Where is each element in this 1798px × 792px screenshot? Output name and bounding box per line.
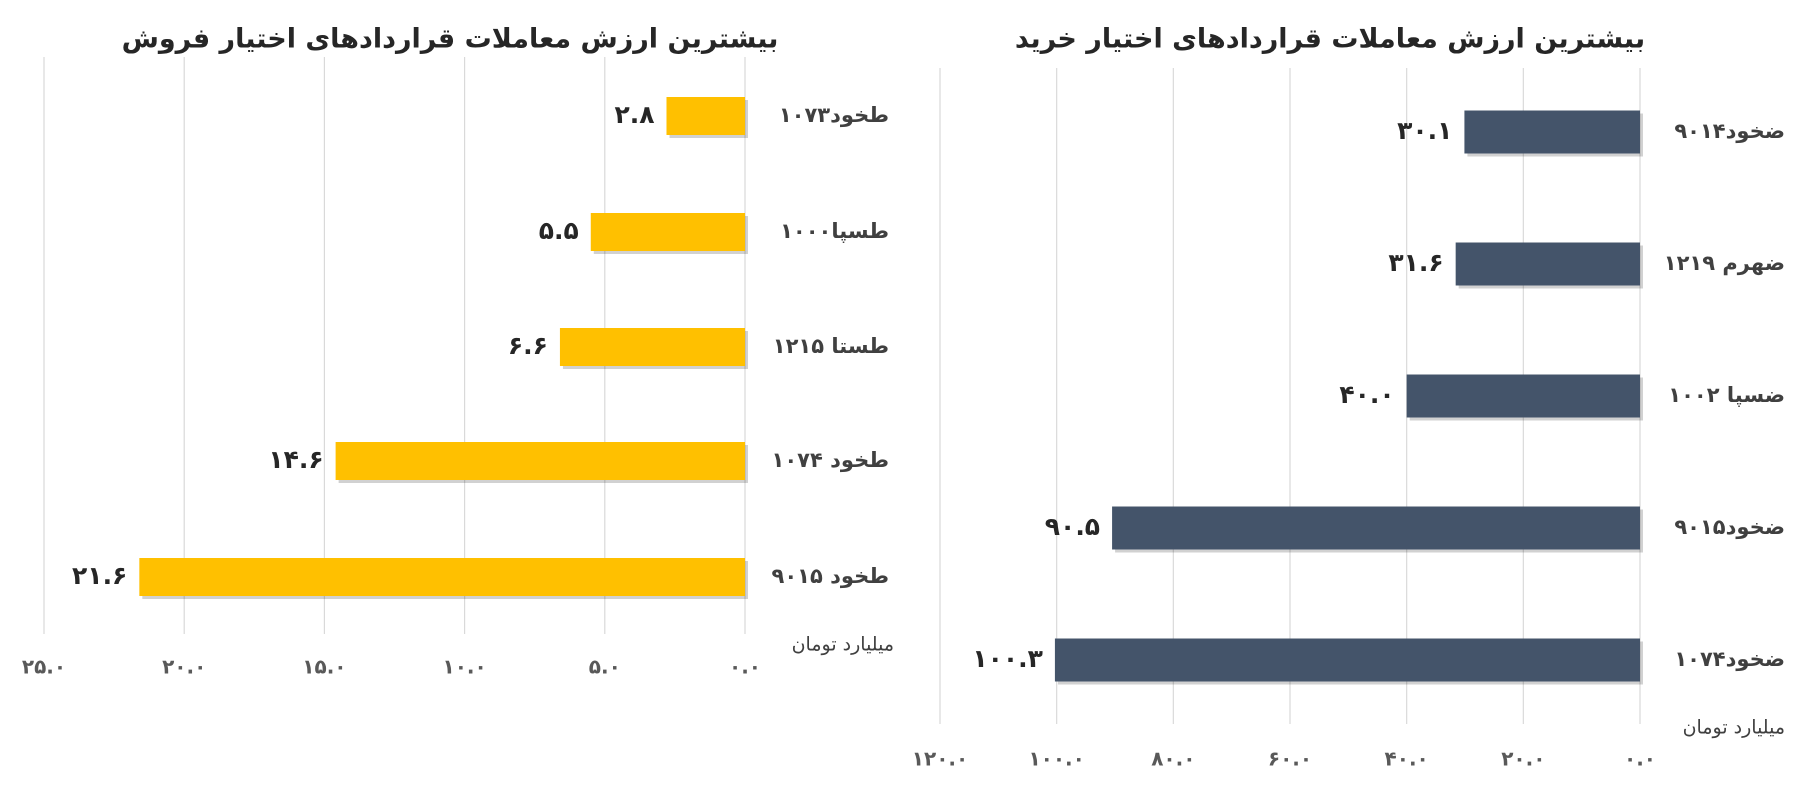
value-label: ۹۰.۵: [1045, 512, 1100, 541]
bar: [590, 213, 745, 251]
bar: [1054, 638, 1640, 682]
category-label: ضهرم ۱۲۱۹: [1664, 251, 1785, 275]
value-label: ۱۰۰.۳: [972, 644, 1043, 673]
category-label: طسپا۱۰۰۰: [780, 219, 889, 243]
value-label: ۳۰.۱: [1397, 116, 1452, 145]
bar: [1406, 374, 1640, 418]
x-tick-label: ۲۵.۰: [22, 655, 66, 679]
bar: [559, 328, 745, 366]
x-tick-label: ۵.۰: [589, 655, 621, 679]
value-label: ۴۰.۰: [1339, 380, 1394, 409]
bar: [666, 97, 745, 135]
value-label: ۲۱.۶: [72, 561, 127, 590]
value-label: ۱۴.۶: [268, 445, 323, 474]
x-tick-label: ۱۰۰.۰: [1028, 747, 1084, 771]
category-label: طخود ۹۰۱۵: [772, 564, 889, 588]
category-label: طستا ۱۲۱۵: [773, 334, 889, 358]
category-label: ضسپا ۱۰۰۲: [1668, 383, 1785, 407]
x-tick-label: ۱۰.۰: [442, 655, 486, 679]
bar: [139, 558, 745, 596]
x-tick-label: ۰.۰: [1624, 747, 1656, 771]
x-tick-label: ۸۰.۰: [1151, 747, 1195, 771]
bar: [1455, 242, 1640, 286]
x-tick-label: ۱۵.۰: [302, 655, 346, 679]
value-label: ۳۱.۶: [1388, 248, 1443, 277]
x-tick-label: ۲۰.۰: [1501, 747, 1545, 771]
value-label: ۶.۶: [508, 331, 548, 360]
value-label: ۲.۸: [614, 100, 654, 129]
chart-title: بیشترین ارزش معاملات قراردادهای اختیار ف…: [122, 24, 779, 55]
category-label: طخود ۱۰۷۴: [772, 448, 889, 472]
category-label: طخود۱۰۷۳: [779, 103, 889, 127]
category-label: ضخود۹۰۱۵: [1674, 515, 1785, 539]
category-label: ضخود۹۰۱۴: [1674, 119, 1785, 143]
bar: [1112, 506, 1640, 550]
axis-label: میلیارد تومان: [1683, 717, 1785, 739]
x-tick-label: ۰.۰: [729, 655, 761, 679]
category-label: ضخود۱۰۷۴: [1674, 647, 1785, 671]
x-tick-label: ۴۰.۰: [1385, 747, 1429, 771]
bar: [1464, 110, 1640, 154]
value-label: ۵.۵: [539, 216, 579, 245]
chart-title: بیشترین ارزش معاملات قراردادهای اختیار خ…: [1015, 24, 1645, 55]
x-tick-label: ۲۰.۰: [162, 655, 206, 679]
x-tick-label: ۱۲۰.۰: [912, 747, 968, 771]
axis-label: میلیارد تومان: [792, 634, 894, 656]
bar: [335, 442, 745, 480]
x-tick-label: ۶۰.۰: [1268, 747, 1312, 771]
